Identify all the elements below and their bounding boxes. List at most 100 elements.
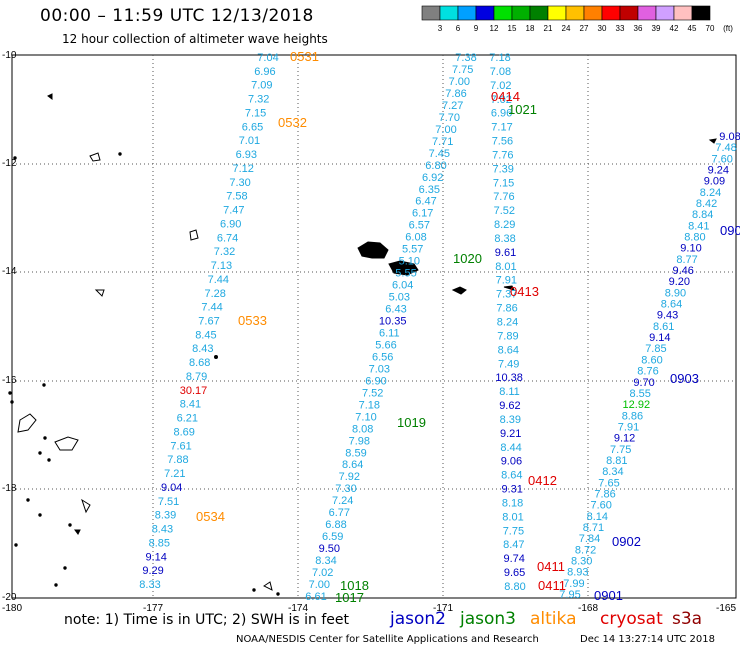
pass-time-label: 1018 <box>340 578 369 593</box>
wave-height-value: 6.88 <box>325 519 346 531</box>
wave-height-value: 7.71 <box>432 136 453 148</box>
wave-height-value: 8.72 <box>575 544 596 556</box>
wave-height-value: 8.60 <box>641 354 662 366</box>
wave-height-value: 8.64 <box>661 299 682 311</box>
wave-height-value: 8.71 <box>583 522 604 534</box>
wave-height-value: 7.98 <box>349 435 370 447</box>
wave-height-value: 6.59 <box>322 531 343 543</box>
wave-height-value: 7.75 <box>610 444 631 456</box>
wave-height-value: 7.38 <box>455 52 476 64</box>
legend-item: cryosat <box>600 609 663 629</box>
wave-height-value: 8.69 <box>173 426 194 438</box>
swh-scale-label: 39 <box>652 24 661 33</box>
wave-height-value: 9.10 <box>680 243 701 255</box>
pass-time-label: 1019 <box>397 415 426 430</box>
footer-note: note: 1) Time is in UTC; 2) SWH is in fe… <box>64 612 350 628</box>
wave-height-value: 6.80 <box>425 160 446 172</box>
wave-height-value: 9.31 <box>501 484 522 496</box>
wave-height-value: 7.00 <box>449 76 470 88</box>
latitude-label: -14 <box>2 266 17 277</box>
map-frame <box>11 54 737 599</box>
pass-time-label: 1021 <box>508 102 537 117</box>
wave-height-value: 8.33 <box>139 579 160 591</box>
legend-item: altika <box>530 609 577 629</box>
wave-height-value: 7.47 <box>223 205 244 217</box>
wave-height-value: 7.88 <box>167 454 188 466</box>
swh-scale-label: 36 <box>634 24 643 33</box>
wave-height-value: 7.49 <box>498 358 519 370</box>
wave-height-value: 9.50 <box>319 543 340 555</box>
wave-height-value: 8.80 <box>684 232 705 244</box>
wave-height-value: 8.76 <box>637 366 658 378</box>
wave-height-value: 8.01 <box>502 511 523 523</box>
wave-height-value: 5.66 <box>375 340 396 352</box>
wave-height-value: 7.08 <box>490 66 511 78</box>
wave-height-value: 7.60 <box>711 153 732 165</box>
wave-height-value: 6.61 <box>305 591 326 603</box>
pass-time-label: 0412 <box>528 473 557 488</box>
wave-height-value: 9.12 <box>614 433 635 445</box>
wave-height-value: 7.86 <box>445 88 466 100</box>
wave-height-value: 7.28 <box>204 288 225 300</box>
swh-scale-label: 3 <box>438 24 443 33</box>
wave-height-value: 7.86 <box>594 489 615 501</box>
wave-height-value: 9.14 <box>145 551 166 563</box>
wave-height-value: 7.17 <box>491 122 512 134</box>
wave-height-value: 8.43 <box>152 524 173 536</box>
swh-scale-label: 21 <box>544 24 553 33</box>
legend-item: jason3 <box>460 609 516 629</box>
wave-height-value: 7.27 <box>442 100 463 112</box>
pass-time-label: 0531 <box>290 49 319 64</box>
wave-height-value: 6.43 <box>385 304 406 316</box>
longitude-label: -180 <box>2 603 22 614</box>
wave-height-value: 9.43 <box>657 310 678 322</box>
wave-height-value: 9.74 <box>503 553 524 565</box>
pass-time-label: 0903 <box>670 371 699 386</box>
latitude-label: -12 <box>2 158 17 169</box>
wave-height-value: 8.90 <box>665 287 686 299</box>
wave-height-value: 8.77 <box>676 254 697 266</box>
wave-height-value: 7.30 <box>229 177 250 189</box>
wave-height-value: 7.75 <box>503 525 524 537</box>
wave-height-value: 8.43 <box>192 343 213 355</box>
wave-height-value: 7.10 <box>355 411 376 423</box>
wave-height-value: 8.64 <box>498 344 519 356</box>
latitude-label: -10 <box>2 50 17 61</box>
wave-height-value: 8.44 <box>500 442 521 454</box>
wave-height-value: 8.93 <box>567 567 588 579</box>
wave-height-value: 7.00 <box>309 579 330 591</box>
swh-scale-label: 42 <box>670 24 679 33</box>
wave-height-value: 8.59 <box>345 447 366 459</box>
swh-scale-label: 6 <box>456 24 461 33</box>
wave-height-value: 8.47 <box>503 539 524 551</box>
wave-height-value: 6.65 <box>242 121 263 133</box>
swh-scale-label: 9 <box>474 24 479 33</box>
wave-height-value: 5.03 <box>389 292 410 304</box>
wave-height-value: 7.84 <box>579 533 600 545</box>
wave-height-value: 6.90 <box>220 218 241 230</box>
wave-height-value: 7.32 <box>248 94 269 106</box>
wave-height-value: 6.08 <box>405 232 426 244</box>
swh-scale-label: 12 <box>490 24 499 33</box>
wave-height-value: 7.15 <box>493 177 514 189</box>
wave-height-value: 8.39 <box>155 510 176 522</box>
swh-scale-label: 33 <box>616 24 625 33</box>
wave-height-value: 9.65 <box>504 567 525 579</box>
wave-height-value: 5.57 <box>402 244 423 256</box>
wave-height-value: 7.48 <box>715 142 736 154</box>
swh-color-scale: 3 6 9 12 15 18 21 24 27 30 33 36 39 42 45 70 (ft) <box>421 5 733 33</box>
wave-height-value: 6.90 <box>365 375 386 387</box>
wave-height-value: 8.39 <box>500 414 521 426</box>
wave-height-values: 7.046.967.097.327.156.657.016.937.127.30… <box>139 52 740 603</box>
wave-height-value: 6.77 <box>329 507 350 519</box>
wave-height-value: 7.30 <box>335 483 356 495</box>
wave-height-value: 6.96 <box>254 66 275 78</box>
wave-height-value: 6.57 <box>409 220 430 232</box>
wave-height-value: 7.60 <box>590 500 611 512</box>
wave-height-value: 7.18 <box>489 52 510 64</box>
wave-height-value: 5.10 <box>399 256 420 268</box>
wave-height-value: 9.29 <box>142 565 163 577</box>
longitude-label: -165 <box>716 603 736 614</box>
pass-time-label: 1020 <box>453 251 482 266</box>
wave-height-value: 8.85 <box>149 537 170 549</box>
